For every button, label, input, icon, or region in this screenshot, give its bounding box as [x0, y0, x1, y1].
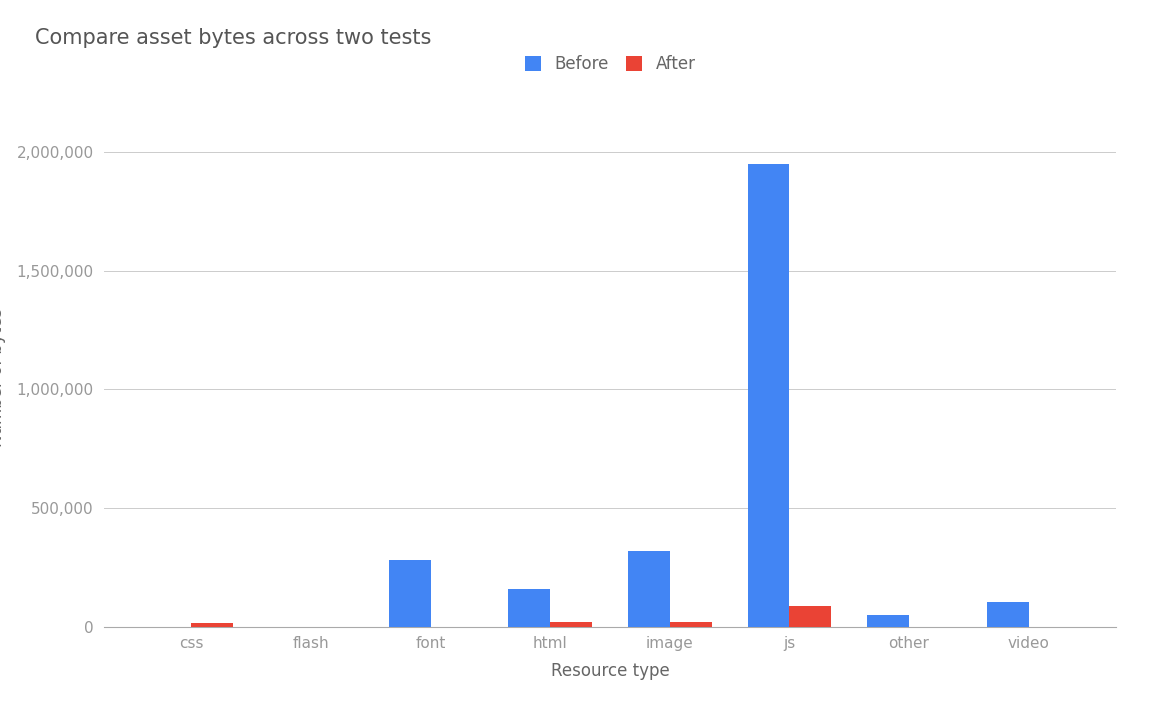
Y-axis label: Number of bytes: Number of bytes: [0, 308, 6, 447]
Bar: [191, 623, 234, 627]
Bar: [670, 622, 711, 627]
Text: Compare asset bytes across two tests: Compare asset bytes across two tests: [35, 28, 430, 48]
Legend: Before, After: Before, After: [516, 47, 704, 81]
Bar: [986, 602, 1029, 627]
Bar: [509, 589, 550, 627]
Bar: [389, 560, 430, 627]
Bar: [867, 614, 909, 627]
Bar: [550, 622, 592, 627]
X-axis label: Resource type: Resource type: [550, 662, 670, 681]
Bar: [790, 607, 831, 627]
Bar: [747, 164, 790, 627]
Bar: [628, 550, 670, 627]
